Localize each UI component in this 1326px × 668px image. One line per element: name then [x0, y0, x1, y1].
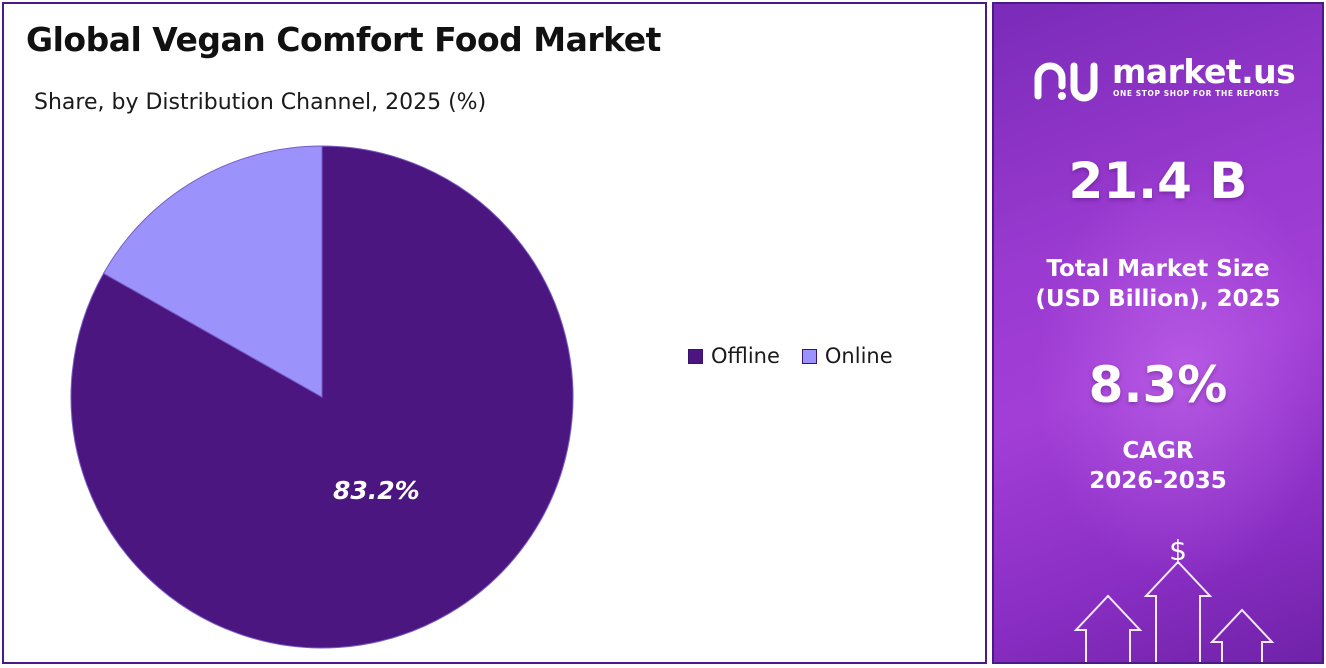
chart-subtitle: Share, by Distribution Channel, 2025 (%) [34, 90, 487, 115]
market-us-logo-icon [1034, 62, 1098, 102]
pie-slice-online [102, 145, 323, 398]
legend-swatch-offline [688, 348, 703, 364]
growth-arrows-icon: $ [1073, 534, 1275, 662]
market-us-logo: market.us ONE STOP SHOP FOR THE REPORTS [1034, 52, 1304, 106]
pie-chart: 83.2% [70, 145, 574, 649]
legend-swatch-online [801, 348, 817, 364]
logo-text: market.us [1112, 52, 1296, 91]
cagr-label-line1: CAGR [1122, 438, 1194, 464]
chart-title: Global Vegan Comfort Food Market [26, 20, 661, 59]
legend-item-online: Online [801, 344, 893, 368]
dollar-sign-icon: $ [1169, 534, 1187, 567]
pie-label-offline: 83.2% [333, 476, 420, 505]
market-size-label-line1: Total Market Size [1046, 256, 1270, 282]
market-size-label: Total Market Size (USD Billion), 2025 [994, 254, 1322, 314]
logo-tagline: ONE STOP SHOP FOR THE REPORTS [1113, 89, 1280, 98]
cagr-label: CAGR 2026-2035 [994, 436, 1322, 496]
market-summary-panel: market.us ONE STOP SHOP FOR THE REPORTS … [992, 2, 1324, 664]
market-size-label-line2: (USD Billion), 2025 [1035, 286, 1281, 312]
cagr-label-line2: 2026-2035 [1089, 468, 1227, 494]
legend-item-offline: Offline [688, 344, 780, 368]
legend-label-online: Online [824, 344, 893, 368]
legend-label-offline: Offline [711, 344, 780, 368]
chart-legend: Offline Online [688, 344, 915, 368]
chart-panel: Global Vegan Comfort Food Market Share, … [2, 2, 987, 664]
cagr-value: 8.3% [1088, 356, 1228, 414]
market-size-value: 21.4 B [1068, 152, 1248, 210]
background-glow [1034, 164, 1322, 584]
